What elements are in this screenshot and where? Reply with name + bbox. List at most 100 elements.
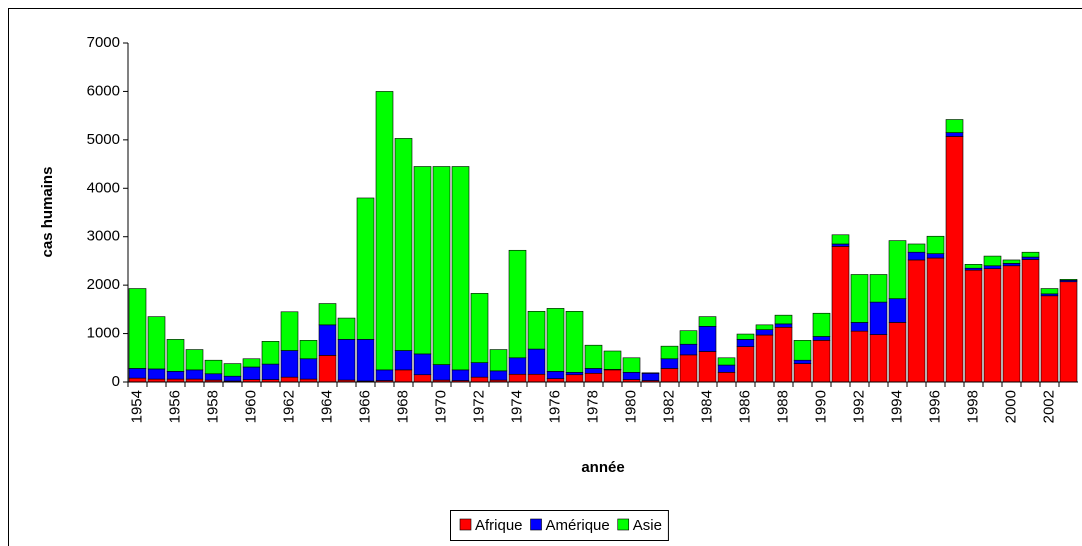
x-tick-label: 1986 [736, 390, 753, 423]
x-tick-label: 1992 [850, 390, 867, 423]
bar-segment [261, 363, 280, 380]
bar-segment [812, 336, 831, 341]
bar-segment [508, 357, 527, 375]
bar-segment [584, 372, 603, 383]
bar-segment [546, 378, 565, 383]
x-tick-label: 1984 [698, 390, 715, 423]
y-axis-label: cas humains [39, 167, 56, 258]
bar-segment [679, 343, 698, 356]
bar-segment [888, 298, 907, 323]
bar-segment [337, 317, 356, 340]
bar-segment [850, 322, 869, 332]
bar-segment [565, 374, 584, 383]
bar-segment [831, 243, 850, 247]
bar-segment [546, 371, 565, 379]
legend-label: Afrique [475, 517, 523, 534]
bar-segment [983, 268, 1002, 383]
x-tick-label: 2000 [1002, 390, 1019, 423]
bar-segment [869, 334, 888, 383]
bar-segment [356, 197, 375, 340]
bar-segment [166, 339, 185, 372]
bar-segment [375, 91, 394, 371]
bar-segment [413, 166, 432, 355]
bar-segment [679, 354, 698, 383]
bar-segment [641, 372, 660, 381]
bar-segment [660, 358, 679, 369]
x-tick-label: 1962 [280, 390, 297, 423]
bar-segment [565, 310, 584, 373]
bar-segment [1059, 281, 1078, 383]
bar-segment [337, 339, 356, 381]
x-tick-label: 1966 [356, 390, 373, 423]
bar-segment [128, 368, 147, 379]
x-tick-label: 1972 [470, 390, 487, 423]
bar-segment [736, 333, 755, 340]
bar-segment [584, 368, 603, 374]
legend-label: Asie [633, 517, 662, 534]
bar-segment [1040, 295, 1059, 383]
bar-segment [603, 369, 622, 383]
y-tick-label: 0 [112, 373, 120, 390]
bar-segment [926, 235, 945, 254]
bar-segment [280, 311, 299, 351]
bar-segment [394, 138, 413, 351]
bar-segment [831, 234, 850, 245]
y-tick-label: 6000 [87, 82, 120, 99]
y-tick-label: 3000 [87, 228, 120, 245]
bar-segment [128, 377, 147, 383]
bar-segment [850, 330, 869, 383]
bar-segment [1002, 263, 1021, 267]
bar-segment [280, 376, 299, 383]
bar-segment [451, 166, 470, 371]
frame [8, 8, 1082, 546]
x-tick-label: 1970 [432, 390, 449, 423]
legend-label: Amérique [546, 517, 610, 534]
x-tick-label: 1958 [204, 390, 221, 423]
legend-swatch [530, 518, 542, 531]
bar-segment [774, 314, 793, 325]
bar-segment [451, 369, 470, 381]
bar-segment [1002, 265, 1021, 383]
x-tick-label: 1976 [546, 390, 563, 423]
bar-segment [413, 374, 432, 383]
bar-segment [793, 359, 812, 364]
bar-segment [1002, 259, 1021, 264]
bar-segment [755, 324, 774, 330]
bar-segment [736, 339, 755, 347]
bar-segment [394, 369, 413, 383]
bar-segment [1021, 251, 1040, 258]
bar-segment [888, 240, 907, 300]
bar-segment [660, 368, 679, 383]
bar-segment [622, 372, 641, 380]
bar-segment [489, 349, 508, 372]
bar-segment [793, 363, 812, 383]
bar-segment [907, 243, 926, 253]
x-tick-label: 1996 [926, 390, 943, 423]
bar-segment [869, 274, 888, 303]
bar-segment [622, 357, 641, 373]
x-axis-label: année [581, 459, 624, 476]
bar-segment [261, 341, 280, 365]
bar-segment [185, 349, 204, 371]
x-tick-label: 1988 [774, 390, 791, 423]
x-tick-label: 1964 [318, 390, 335, 423]
bar-segment [850, 274, 869, 323]
bar-segment [166, 371, 185, 380]
bar-segment [470, 293, 489, 363]
bar-segment [318, 355, 337, 383]
y-tick-label: 5000 [87, 131, 120, 148]
bar-segment [584, 344, 603, 369]
x-tick-label: 1980 [622, 390, 639, 423]
bar-segment [926, 257, 945, 383]
y-tick-label: 7000 [87, 34, 120, 51]
bar-segment [204, 373, 223, 381]
bar-segment [888, 322, 907, 383]
bar-segment [204, 359, 223, 375]
bar-segment [926, 253, 945, 259]
bar-segment [679, 330, 698, 345]
bar-segment [299, 340, 318, 360]
x-tick-label: 1974 [508, 390, 525, 423]
x-tick-label: 1994 [888, 390, 905, 423]
bar-segment [546, 308, 565, 372]
